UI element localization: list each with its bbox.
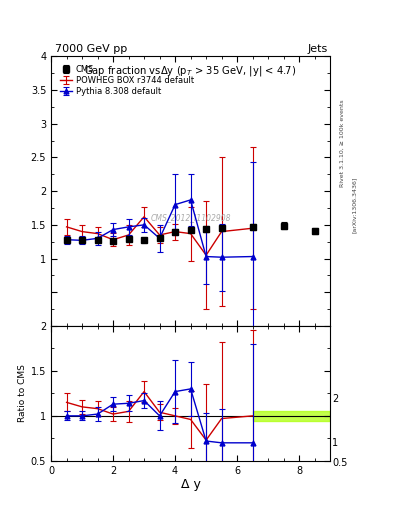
Text: Rivet 3.1.10, ≥ 100k events: Rivet 3.1.10, ≥ 100k events xyxy=(340,99,345,187)
Y-axis label: Ratio to CMS: Ratio to CMS xyxy=(18,365,27,422)
Text: Jets: Jets xyxy=(308,44,328,54)
Text: 0.5: 0.5 xyxy=(332,458,347,468)
Text: CMS_2012_I1102908: CMS_2012_I1102908 xyxy=(151,214,231,223)
Text: 2: 2 xyxy=(332,394,338,404)
Bar xyxy=(253,411,330,421)
Text: Gap fraction vs$\Delta$y (p$_T$ > 35 GeV, |y| < 4.7): Gap fraction vs$\Delta$y (p$_T$ > 35 GeV… xyxy=(84,65,297,78)
Legend: CMS, POWHEG BOX r3744 default, Pythia 8.308 default: CMS, POWHEG BOX r3744 default, Pythia 8.… xyxy=(58,63,195,98)
Text: 1: 1 xyxy=(332,438,338,448)
Text: 7000 GeV pp: 7000 GeV pp xyxy=(55,44,127,54)
Text: [arXiv:1306.3436]: [arXiv:1306.3436] xyxy=(352,177,357,233)
X-axis label: Δ y: Δ y xyxy=(181,478,200,492)
